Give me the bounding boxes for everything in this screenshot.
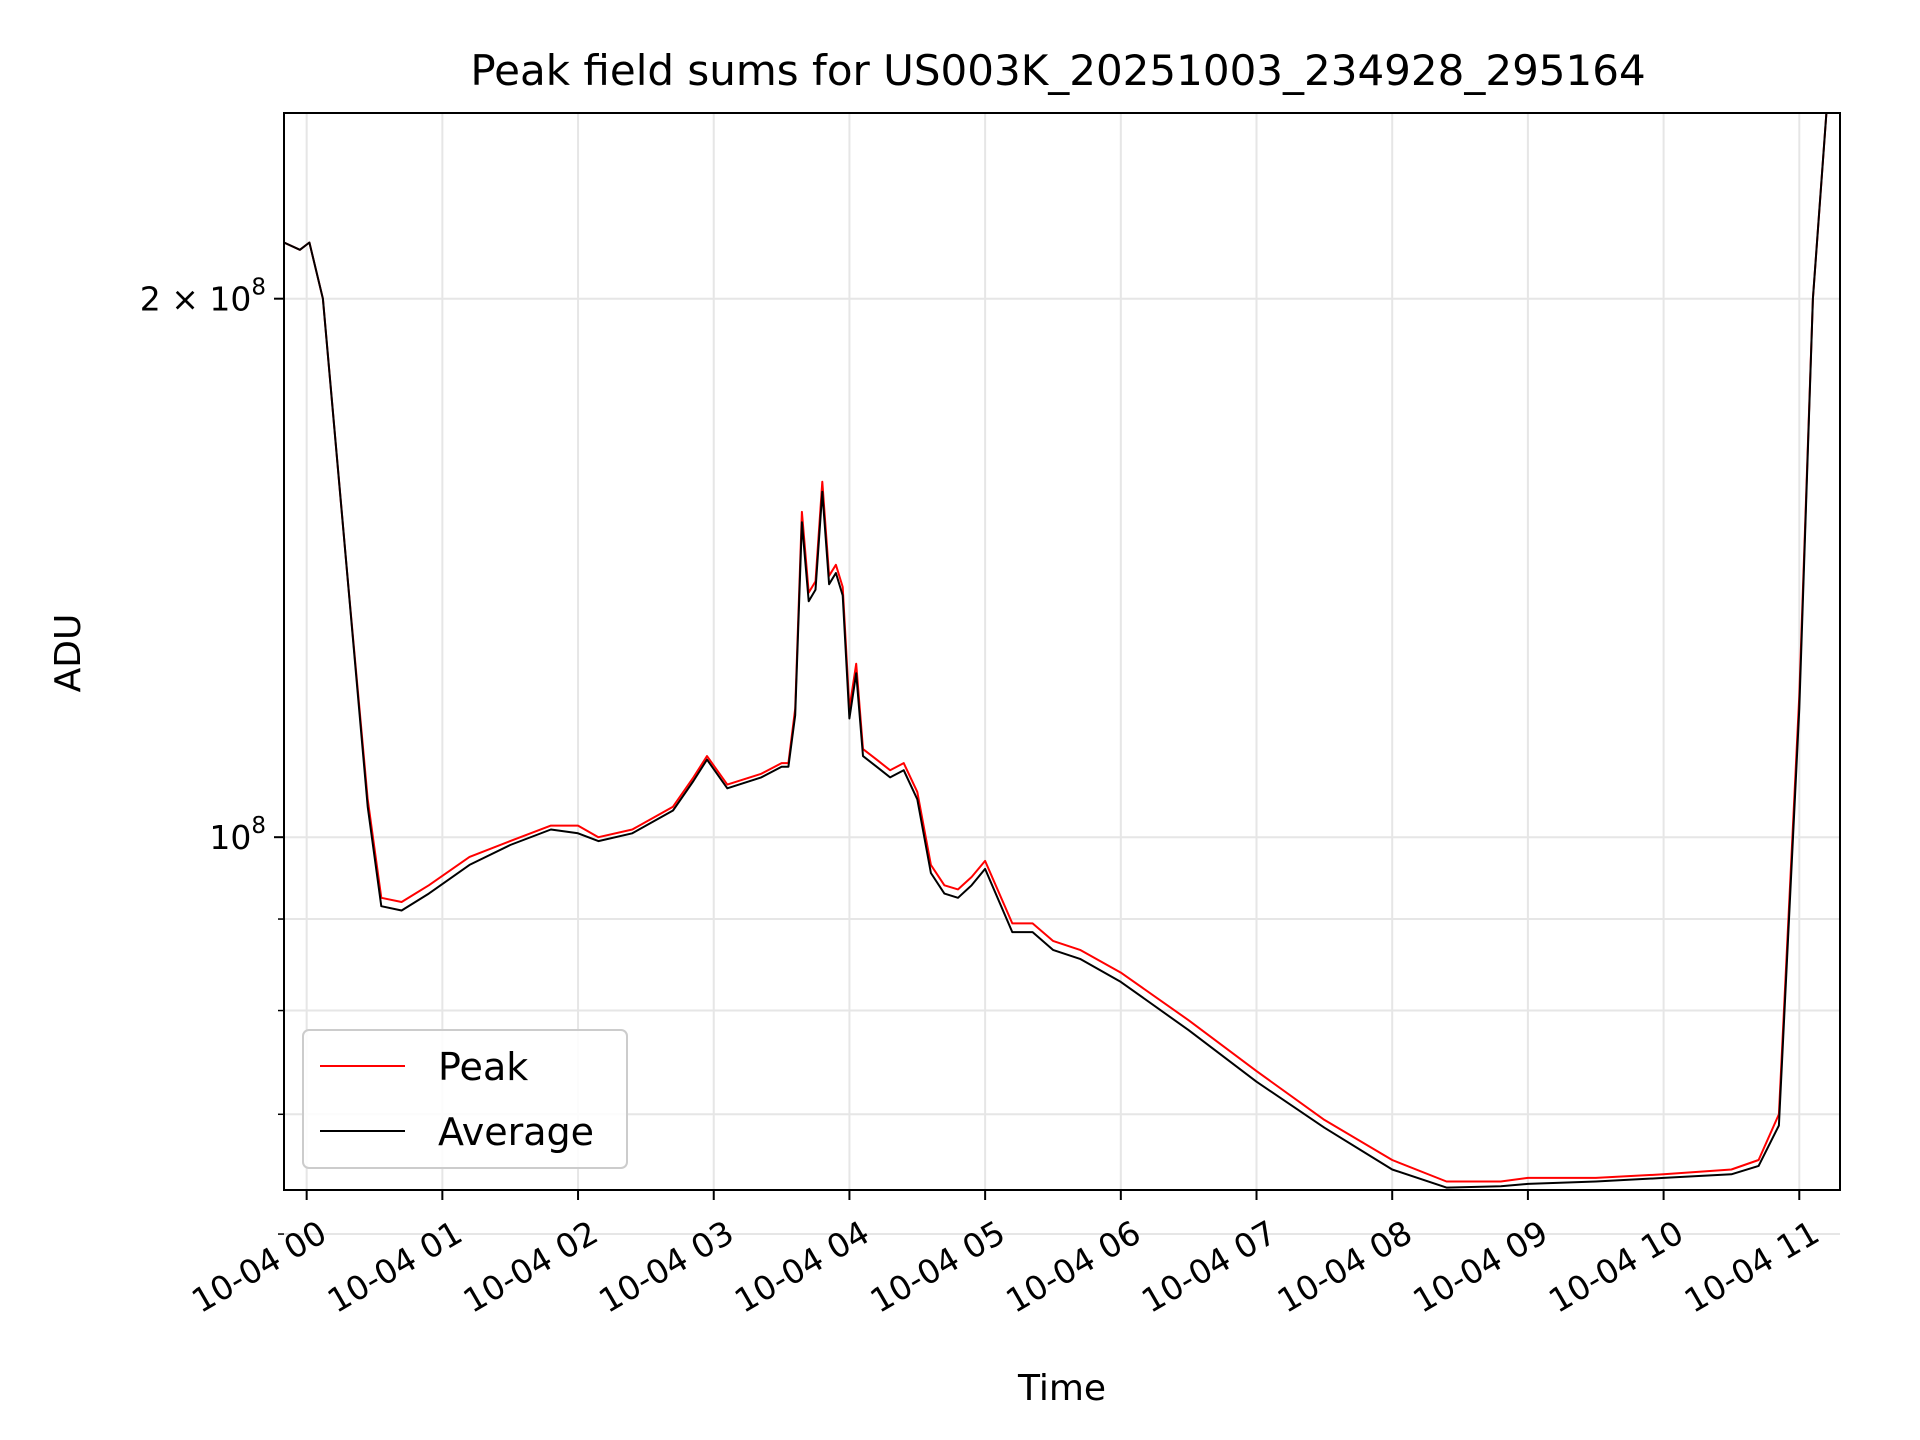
series-line-peak (284, 113, 1840, 1183)
plot-frame (283, 112, 1841, 1191)
x-axis-label: Time (1017, 1368, 1106, 1409)
legend-label-average: Average (438, 1110, 594, 1154)
chart-title: Peak field sums for US003K_20251003_2349… (470, 46, 1645, 95)
y-tick-exponent: 8 (251, 813, 266, 839)
y-tick-label: 2 × 108 (140, 275, 266, 319)
y-tick-base: 10 (209, 818, 251, 857)
y-tick-exponent: 8 (251, 275, 266, 301)
y-tick-label: 108 (209, 813, 266, 857)
y-tick-base: 2 × 10 (140, 280, 252, 319)
legend-box (302, 1029, 628, 1169)
y-axis-label: ADU (48, 614, 89, 693)
grid (284, 113, 1840, 1236)
series-line-average (284, 113, 1840, 1189)
series-layer (284, 113, 1840, 1189)
legend: Peak Average (302, 1029, 628, 1169)
legend-label-peak: Peak (438, 1045, 528, 1089)
